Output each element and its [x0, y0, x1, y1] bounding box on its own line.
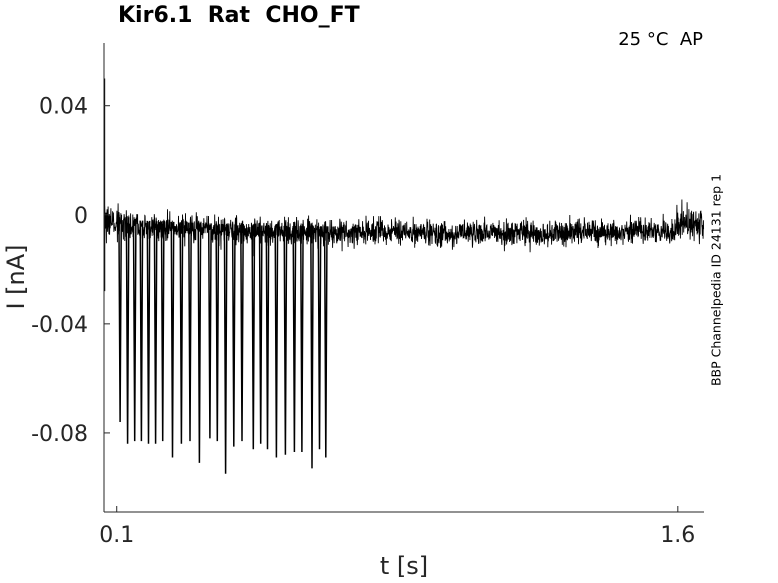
y-axis-label: I [nA]	[2, 244, 30, 310]
y-tick-label: -0.08	[31, 422, 88, 447]
current-spike	[223, 223, 228, 474]
y-tick-label: 0.04	[39, 95, 88, 120]
source-label: BBP Channelpedia ID 24131 rep 1	[708, 173, 724, 387]
current-noise-trace	[103, 199, 705, 257]
current-spike	[139, 220, 144, 442]
current-spike	[153, 221, 158, 444]
current-spike	[251, 225, 256, 450]
current-spike	[215, 223, 220, 442]
current-trace-group	[103, 78, 705, 474]
current-spike	[132, 220, 137, 442]
current-spike	[160, 221, 165, 442]
x-tick-label: 0.1	[99, 523, 134, 548]
current-spike	[125, 217, 130, 444]
axes-group: 0.04 0 -0.04 -0.08 0.1 1.6	[31, 43, 704, 548]
current-spike	[292, 225, 297, 453]
current-spike	[170, 221, 175, 458]
current-spike	[179, 222, 184, 444]
current-spike	[146, 220, 151, 444]
current-spike	[231, 224, 236, 447]
current-spike	[207, 223, 212, 439]
chart-title: Kir6.1 Rat CHO_FT	[118, 3, 360, 28]
current-spike	[299, 226, 304, 453]
current-spike	[240, 224, 244, 442]
current-spike	[197, 222, 202, 463]
current-spike	[118, 214, 123, 423]
current-spike	[317, 226, 322, 450]
current-spike	[258, 225, 263, 444]
current-spike	[283, 225, 288, 455]
current-spike	[310, 226, 314, 469]
current-spike	[265, 225, 270, 450]
x-tick-label: 1.6	[660, 523, 695, 548]
y-tick-label: 0	[74, 204, 88, 229]
current-spike	[274, 225, 279, 458]
current-spike	[323, 226, 328, 458]
y-tick-label: -0.04	[31, 313, 88, 338]
condition-annotation: 25 °C AP	[618, 29, 703, 50]
current-spike	[188, 222, 192, 442]
x-axis-label: t [s]	[379, 552, 429, 580]
